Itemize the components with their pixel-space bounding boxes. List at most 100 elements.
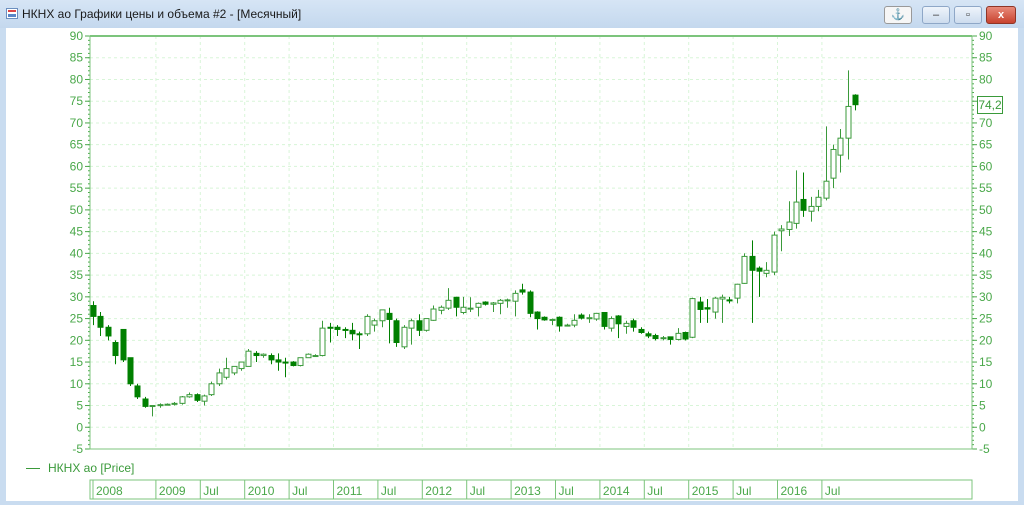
candle-bearish[interactable] xyxy=(852,94,859,106)
candle-bullish[interactable] xyxy=(438,306,445,311)
candle-bearish[interactable] xyxy=(541,316,548,321)
candle-bearish[interactable] xyxy=(578,314,585,319)
candle-bearish[interactable] xyxy=(334,326,341,330)
candle-bearish[interactable] xyxy=(453,296,460,308)
candle-bearish[interactable] xyxy=(519,289,526,293)
candle-bullish[interactable] xyxy=(238,361,245,370)
candle-bullish[interactable] xyxy=(305,353,312,359)
candle-bullish[interactable] xyxy=(689,298,696,338)
candle-bearish[interactable] xyxy=(253,352,260,357)
candle-bullish[interactable] xyxy=(712,297,719,313)
candle-bullish[interactable] xyxy=(216,372,223,385)
candle-bullish[interactable] xyxy=(164,403,171,406)
candle-bearish[interactable] xyxy=(393,320,400,343)
candle-bullish[interactable] xyxy=(549,318,556,321)
anchor-button[interactable]: ⚓ xyxy=(884,6,912,24)
candle-bullish[interactable] xyxy=(497,299,504,304)
candle-bullish[interactable] xyxy=(445,299,452,309)
candle-bearish[interactable] xyxy=(282,361,289,364)
candle-bearish[interactable] xyxy=(142,398,149,407)
time-axis-band[interactable] xyxy=(89,479,973,500)
candle-bullish[interactable] xyxy=(623,322,630,327)
candle-bearish[interactable] xyxy=(645,333,652,337)
candle-bullish[interactable] xyxy=(719,296,726,300)
candle-bearish[interactable] xyxy=(342,328,349,331)
candle-bullish[interactable] xyxy=(171,402,178,405)
candle-bullish[interactable] xyxy=(564,324,571,327)
candle-bearish[interactable] xyxy=(90,305,97,317)
candle-bullish[interactable] xyxy=(186,394,193,398)
candle-bullish[interactable] xyxy=(208,383,215,396)
candle-bullish[interactable] xyxy=(231,365,238,374)
candle-bearish[interactable] xyxy=(112,341,119,357)
candle-bullish[interactable] xyxy=(371,320,378,326)
candle-bearish[interactable] xyxy=(534,311,541,320)
candle-bullish[interactable] xyxy=(297,357,304,367)
candle-bullish[interactable] xyxy=(401,326,408,348)
candle-bullish[interactable] xyxy=(423,318,430,331)
candle-bullish[interactable] xyxy=(845,105,852,139)
candle-bullish[interactable] xyxy=(741,255,748,284)
candle-bearish[interactable] xyxy=(127,357,134,385)
candle-bearish[interactable] xyxy=(386,312,393,320)
candle-bullish[interactable] xyxy=(763,269,770,274)
candle-bullish[interactable] xyxy=(823,180,830,199)
candle-bearish[interactable] xyxy=(134,385,141,398)
candle-bullish[interactable] xyxy=(179,396,186,404)
candle-bullish[interactable] xyxy=(467,307,474,310)
candle-bearish[interactable] xyxy=(349,329,356,335)
candle-bullish[interactable] xyxy=(786,221,793,230)
candle-bullish[interactable] xyxy=(408,320,415,329)
candle-bullish[interactable] xyxy=(245,350,252,367)
candle-bearish[interactable] xyxy=(630,320,637,328)
candle-bullish[interactable] xyxy=(312,355,319,358)
candle-bearish[interactable] xyxy=(105,326,112,337)
candle-bullish[interactable] xyxy=(379,309,386,322)
candle-bullish[interactable] xyxy=(808,205,815,212)
candle-bullish[interactable] xyxy=(475,302,482,308)
candle-bullish[interactable] xyxy=(364,315,371,335)
candle-bullish[interactable] xyxy=(593,312,600,320)
candle-bearish[interactable] xyxy=(756,267,763,272)
candle-bullish[interactable] xyxy=(504,299,511,302)
candle-bullish[interactable] xyxy=(815,196,822,207)
candle-bullish[interactable] xyxy=(793,201,800,224)
candle-bullish[interactable] xyxy=(157,404,164,407)
candle-bullish[interactable] xyxy=(771,234,778,273)
candle-bearish[interactable] xyxy=(416,320,423,331)
legend-item[interactable]: НКНХ ао [Price] xyxy=(26,461,134,475)
candle-bullish[interactable] xyxy=(778,228,785,232)
candle-bullish[interactable] xyxy=(260,353,267,357)
candle-bearish[interactable] xyxy=(327,326,334,329)
candle-bearish[interactable] xyxy=(697,301,704,310)
candle-bearish[interactable] xyxy=(120,328,127,361)
candle-bullish[interactable] xyxy=(571,319,578,326)
candle-bearish[interactable] xyxy=(638,328,645,333)
candle-bullish[interactable] xyxy=(512,292,519,302)
candle-bullish[interactable] xyxy=(660,337,667,340)
close-button[interactable]: x xyxy=(986,6,1016,24)
candle-bullish[interactable] xyxy=(734,283,741,299)
candle-bearish[interactable] xyxy=(704,307,711,310)
candle-bearish[interactable] xyxy=(800,198,807,211)
maximize-button[interactable]: ▫ xyxy=(954,6,982,24)
candle-bearish[interactable] xyxy=(556,316,563,327)
candle-bearish[interactable] xyxy=(726,299,733,302)
candle-bullish[interactable] xyxy=(430,308,437,321)
candle-bullish[interactable] xyxy=(837,137,844,156)
candle-bullish[interactable] xyxy=(830,148,837,179)
candle-bearish[interactable] xyxy=(652,335,659,340)
candle-bullish[interactable] xyxy=(149,405,156,408)
candle-bearish[interactable] xyxy=(482,301,489,305)
candle-bearish[interactable] xyxy=(356,333,363,336)
candle-bearish[interactable] xyxy=(601,311,608,327)
candle-bearish[interactable] xyxy=(97,315,104,328)
candle-bullish[interactable] xyxy=(223,368,230,378)
candle-bullish[interactable] xyxy=(490,302,497,305)
candle-bullish[interactable] xyxy=(201,395,208,402)
candle-bearish[interactable] xyxy=(268,355,275,361)
candle-bullish[interactable] xyxy=(586,317,593,320)
candle-bearish[interactable] xyxy=(275,359,282,363)
candle-bearish[interactable] xyxy=(290,361,297,367)
